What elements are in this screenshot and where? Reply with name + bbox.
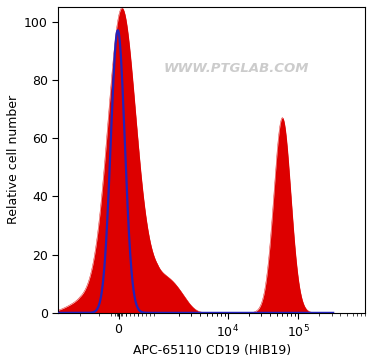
X-axis label: APC-65110 CD19 (HIB19): APC-65110 CD19 (HIB19) xyxy=(133,344,291,357)
Y-axis label: Relative cell number: Relative cell number xyxy=(7,95,20,225)
Text: WWW.PTGLAB.COM: WWW.PTGLAB.COM xyxy=(164,62,309,75)
